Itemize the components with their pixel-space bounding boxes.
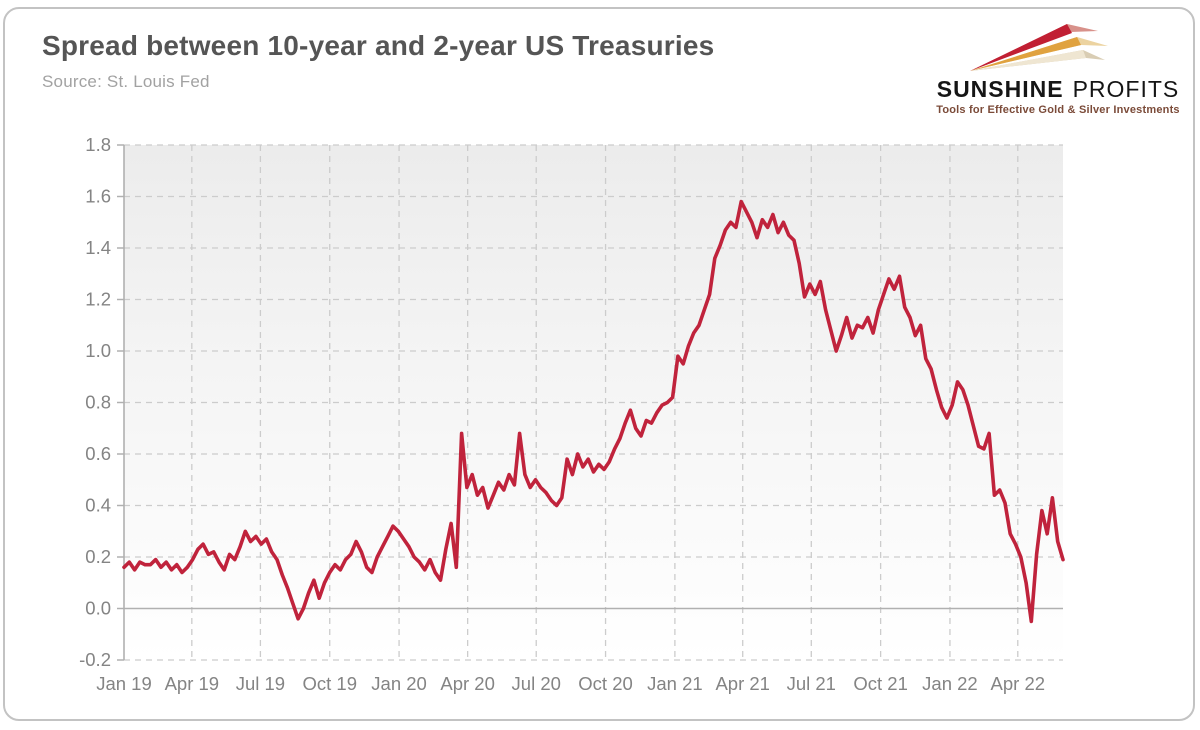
x-tick-label: Jan 19 xyxy=(96,673,152,694)
x-tick-label: Apr 20 xyxy=(440,673,495,694)
gridline-layer xyxy=(124,144,1063,661)
logo-name-light: PROFITS xyxy=(1072,76,1180,102)
x-tick-label: Oct 19 xyxy=(302,673,357,694)
x-tick-label: Jan 20 xyxy=(371,673,427,694)
x-tick-label: Apr 21 xyxy=(715,673,770,694)
y-tick-label: 0.8 xyxy=(85,392,111,413)
ray-red xyxy=(970,24,1072,71)
y-tick-label: 1.8 xyxy=(85,134,111,155)
x-tick-label: Oct 21 xyxy=(853,673,908,694)
x-tick-label: Apr 19 xyxy=(165,673,220,694)
x-tick-label: Oct 20 xyxy=(578,673,633,694)
page-title: Spread between 10-year and 2-year US Tre… xyxy=(42,30,715,61)
ray-cream xyxy=(970,50,1086,71)
logo-name-bold: SUNSHINE xyxy=(936,76,1064,102)
x-tick-label: Jan 22 xyxy=(922,673,978,694)
x-tick-label: Apr 22 xyxy=(991,673,1046,694)
y-tick-label: 1.0 xyxy=(85,340,111,361)
logo-name: SUNSHINE PROFITS xyxy=(932,78,1184,101)
plot-background-layer xyxy=(124,145,1063,660)
x-tick-label: Jan 21 xyxy=(647,673,703,694)
sunshine-profits-logo: SUNSHINE PROFITS Tools for Effective Gol… xyxy=(932,12,1184,120)
chart-header: Spread between 10-year and 2-year US Tre… xyxy=(42,30,714,92)
logo-tagline: Tools for Effective Gold & Silver Invest… xyxy=(936,104,1180,116)
spread-line-series xyxy=(122,199,1065,624)
axis-layer xyxy=(117,144,125,661)
y-tick-label: 0.6 xyxy=(85,443,111,464)
x-tick-label: Jul 19 xyxy=(236,673,285,694)
y-tick-label: 0.4 xyxy=(85,495,111,516)
y-tick-label: 1.2 xyxy=(85,289,111,310)
y-tick-label: 1.6 xyxy=(85,186,111,207)
x-tick-label: Jul 20 xyxy=(512,673,561,694)
source-label: Source: St. Louis Fed xyxy=(42,72,210,91)
sun-rays-icon xyxy=(970,24,1108,71)
y-tick-label: -0.2 xyxy=(79,649,111,670)
ray-red-shadow xyxy=(970,24,1098,71)
y-tick-label: 0.2 xyxy=(85,546,111,567)
y-tick-label: 1.4 xyxy=(85,237,111,258)
plot-area xyxy=(124,145,1063,660)
y-tick-label: 0.0 xyxy=(85,598,111,619)
ray-gold xyxy=(970,37,1081,71)
series-layer xyxy=(122,199,1065,624)
x-tick-label: Jul 21 xyxy=(787,673,836,694)
axis-label-layer: Jan 19 Apr 19 Jul 19 Oct 19 Jan 20 Apr 20 Jul … xyxy=(79,134,1045,694)
